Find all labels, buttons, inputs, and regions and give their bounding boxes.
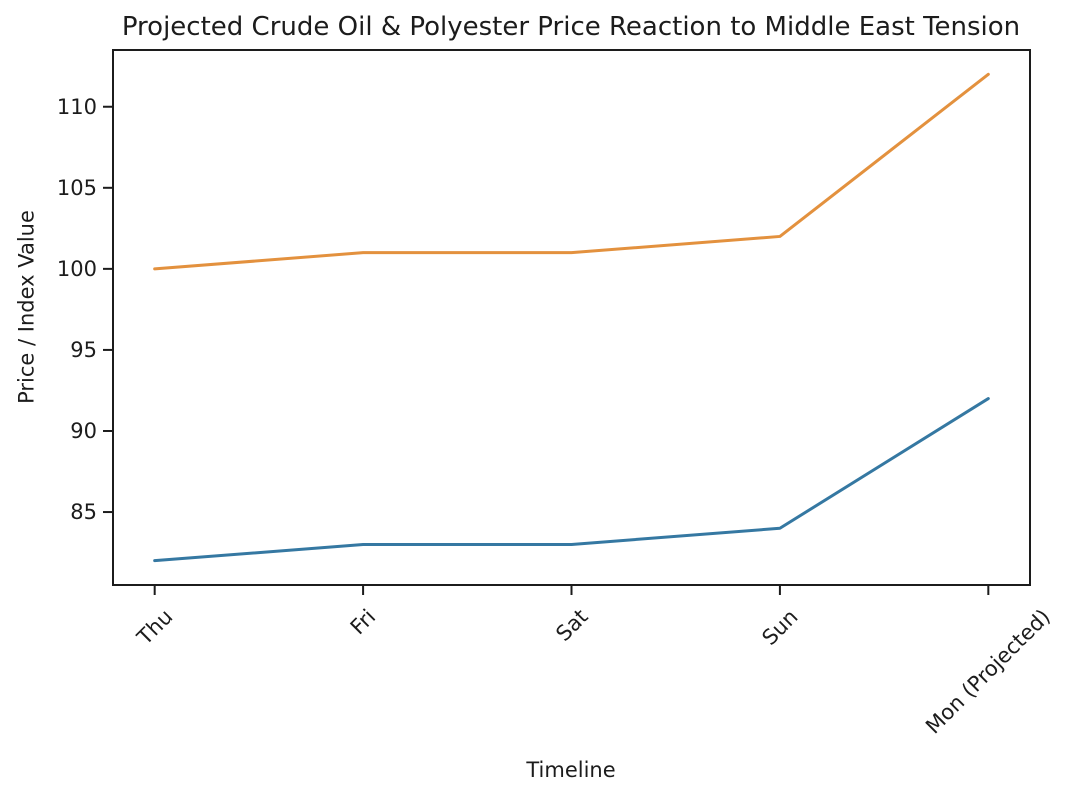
series-line-blue-line	[153, 397, 990, 563]
y-tick-label: 105	[56, 175, 97, 200]
y-tick-label: 100	[56, 256, 97, 281]
y-tick-label: 85	[70, 500, 97, 525]
x-axis-label: Timeline	[526, 758, 616, 782]
y-tick-label: 95	[70, 337, 97, 362]
y-tick-label: 110	[56, 94, 97, 119]
series-line-orange-line	[153, 72, 990, 271]
plot-border	[112, 49, 1031, 586]
y-tick-label: 90	[70, 418, 97, 443]
chart-title: Projected Crude Oil & Polyester Price Re…	[121, 12, 1021, 42]
